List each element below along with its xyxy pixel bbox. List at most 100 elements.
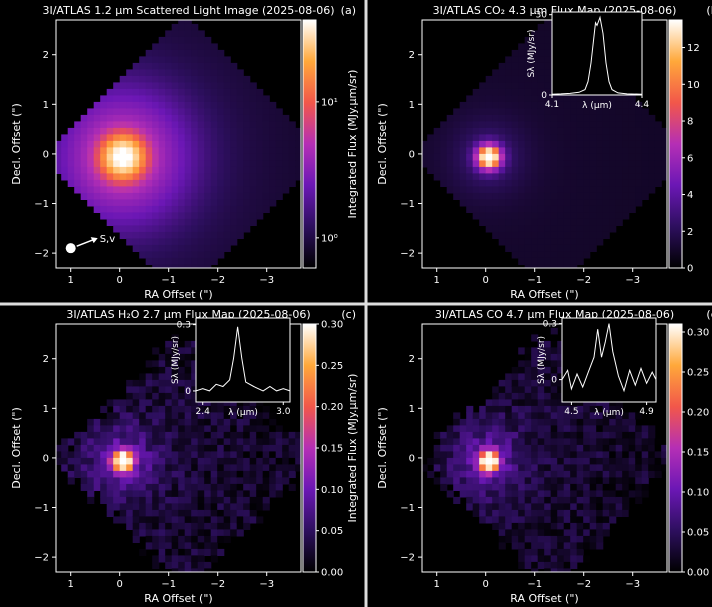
heatmap-cell bbox=[171, 134, 179, 142]
heatmap-cell bbox=[524, 392, 532, 400]
heatmap-cell bbox=[217, 147, 225, 155]
heatmap-cell bbox=[204, 231, 212, 239]
inset-spectrum: 4.5 4.9λ (μm)00.3Sλ (MJy/sr) bbox=[537, 317, 657, 418]
heatmap-cell bbox=[100, 438, 108, 446]
heatmap-cell bbox=[119, 490, 127, 498]
heatmap-cell bbox=[230, 192, 238, 200]
heatmap-cell bbox=[440, 134, 448, 142]
heatmap-cell bbox=[570, 464, 578, 472]
inset-y-tick-label: 0.3 bbox=[177, 321, 191, 331]
heatmap-cell bbox=[576, 509, 584, 517]
heatmap-cell bbox=[544, 95, 552, 103]
heatmap-cell bbox=[576, 114, 584, 122]
heatmap-cell bbox=[236, 529, 244, 537]
heatmap-cell bbox=[531, 62, 539, 70]
heatmap-cell bbox=[145, 186, 153, 194]
heatmap-cell bbox=[492, 205, 500, 213]
heatmap-cell bbox=[106, 509, 114, 517]
heatmap-cell bbox=[191, 529, 199, 537]
heatmap-cell bbox=[583, 140, 591, 148]
heatmap-cell bbox=[87, 451, 95, 459]
heatmap-cell bbox=[152, 509, 160, 517]
heatmap-cell bbox=[243, 147, 251, 155]
heatmap-cell bbox=[178, 470, 186, 478]
heatmap-cell bbox=[589, 231, 597, 239]
heatmap-cell bbox=[204, 36, 212, 44]
heatmap-cell bbox=[295, 134, 301, 142]
heatmap-cell bbox=[570, 251, 578, 259]
heatmap-cell bbox=[641, 477, 649, 485]
heatmap-cell bbox=[531, 244, 539, 252]
heatmap-cell bbox=[648, 425, 656, 433]
heatmap-cell bbox=[628, 153, 636, 161]
colorbar-tick-label: 10⁰ bbox=[321, 233, 338, 244]
heatmap-cell bbox=[197, 225, 205, 233]
heatmap-cell bbox=[570, 425, 578, 433]
heatmap-cell bbox=[152, 82, 160, 90]
heatmap-cell bbox=[217, 490, 225, 498]
heatmap-cell bbox=[178, 548, 186, 556]
heatmap-cell bbox=[583, 418, 591, 426]
heatmap-cell bbox=[126, 438, 134, 446]
heatmap-cell bbox=[648, 134, 656, 142]
heatmap-cell bbox=[171, 353, 179, 361]
heatmap-cell bbox=[178, 62, 186, 70]
heatmap-cell bbox=[498, 457, 506, 465]
heatmap-cell bbox=[511, 366, 519, 374]
heatmap-cell bbox=[126, 101, 134, 109]
heatmap-cell bbox=[288, 444, 296, 452]
heatmap-cell bbox=[295, 457, 301, 465]
heatmap-cell bbox=[145, 412, 153, 420]
heatmap-cell bbox=[648, 173, 656, 181]
heatmap-cell bbox=[236, 225, 244, 233]
heatmap-cell bbox=[132, 477, 140, 485]
heatmap-cell bbox=[113, 444, 121, 452]
heatmap-cell bbox=[537, 251, 545, 259]
heatmap-cell bbox=[249, 431, 257, 439]
heatmap-cell bbox=[67, 457, 75, 465]
heatmap-cell bbox=[126, 431, 134, 439]
heatmap-cell bbox=[583, 516, 591, 524]
heatmap-cell bbox=[80, 140, 88, 148]
heatmap-cell bbox=[576, 257, 584, 265]
heatmap-cell bbox=[126, 522, 134, 530]
inset-spectrum-line bbox=[195, 326, 291, 392]
heatmap-cell bbox=[184, 166, 192, 174]
heatmap-cell bbox=[583, 166, 591, 174]
heatmap-cell bbox=[505, 451, 513, 459]
heatmap-cell bbox=[563, 127, 571, 135]
heatmap-cell bbox=[139, 496, 147, 504]
heatmap-cell bbox=[106, 134, 114, 142]
heatmap-cell bbox=[524, 431, 532, 439]
heatmap-cell bbox=[563, 529, 571, 537]
heatmap-cell bbox=[132, 88, 140, 96]
heatmap-cell bbox=[537, 529, 545, 537]
heatmap-cell bbox=[466, 503, 474, 511]
heatmap-cell bbox=[498, 392, 506, 400]
heatmap-cell bbox=[628, 412, 636, 420]
heatmap-cell bbox=[223, 244, 231, 252]
heatmap-cell bbox=[256, 134, 264, 142]
heatmap-cell bbox=[243, 218, 251, 226]
heatmap-cell bbox=[197, 431, 205, 439]
heatmap-cell bbox=[256, 503, 264, 511]
heatmap-cell bbox=[524, 264, 532, 268]
heatmap-cell bbox=[563, 431, 571, 439]
heatmap-cell bbox=[479, 114, 487, 122]
heatmap-cell bbox=[197, 542, 205, 550]
heatmap-cell bbox=[518, 412, 526, 420]
heatmap-cell bbox=[589, 516, 597, 524]
heatmap-cell bbox=[152, 238, 160, 246]
heatmap-cell bbox=[550, 101, 558, 109]
heatmap-cell bbox=[492, 134, 500, 142]
heatmap-cell bbox=[249, 140, 257, 148]
heatmap-cell bbox=[184, 522, 192, 530]
heatmap-cell bbox=[288, 121, 296, 129]
heatmap-cell bbox=[589, 101, 597, 109]
heatmap-cell bbox=[466, 134, 474, 142]
heatmap-cell bbox=[158, 457, 166, 465]
heatmap-cell bbox=[191, 199, 199, 207]
heatmap-cell bbox=[243, 212, 251, 220]
heatmap-cell bbox=[74, 470, 82, 478]
heatmap-cell bbox=[152, 425, 160, 433]
